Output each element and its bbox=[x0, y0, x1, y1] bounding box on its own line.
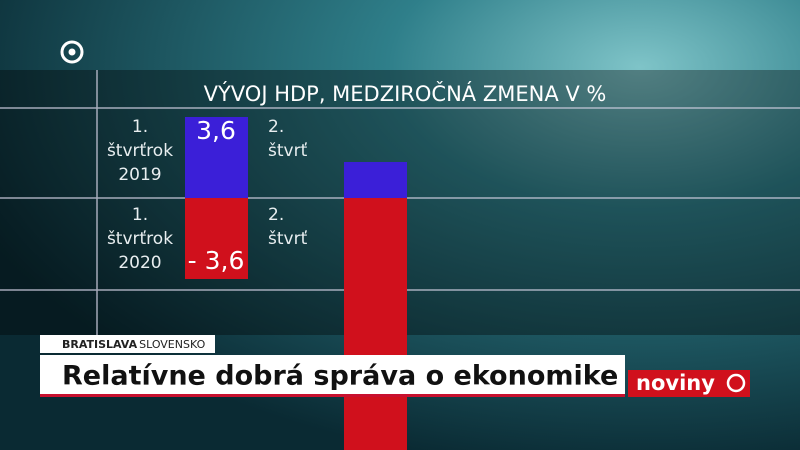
category-label: 2. bbox=[268, 205, 284, 225]
category-label: 1. bbox=[132, 117, 148, 137]
brand-box bbox=[628, 370, 750, 397]
value-label: 3,6 bbox=[196, 116, 236, 145]
bar bbox=[185, 117, 248, 198]
location-bar bbox=[40, 335, 215, 353]
bar bbox=[344, 198, 407, 450]
brand-logo bbox=[726, 373, 746, 393]
category-label: štvrťrok bbox=[107, 229, 173, 249]
channel-logo bbox=[60, 40, 84, 64]
category-label: štvrť bbox=[268, 229, 308, 249]
category-label: 1. bbox=[132, 205, 148, 225]
location: BRATISLAVA SLOVENSKO bbox=[62, 338, 206, 351]
headline-underline bbox=[40, 394, 625, 397]
bar bbox=[344, 162, 407, 198]
category-label: štvrťrok bbox=[107, 141, 173, 161]
headline: Relatívne dobrá správa o ekonomike bbox=[62, 361, 618, 392]
chart-title: VÝVOJ HDP, MEDZIROČNÁ ZMENA V % bbox=[204, 81, 607, 106]
bar bbox=[185, 198, 248, 279]
category-label: štvrť bbox=[268, 141, 308, 161]
value-label: - 3,6 bbox=[188, 246, 245, 275]
category-label: 2020 bbox=[118, 253, 161, 273]
headline-box bbox=[40, 355, 625, 397]
category-label: 2. bbox=[268, 117, 284, 137]
brand: noviny bbox=[636, 371, 715, 395]
category-label: 2019 bbox=[118, 165, 161, 185]
